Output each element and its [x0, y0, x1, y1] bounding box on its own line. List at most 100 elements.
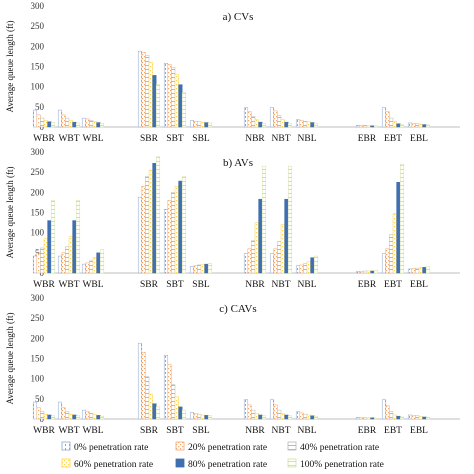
bar-ebr-series-6 — [373, 417, 379, 420]
bar-sbt-series-5 — [178, 180, 183, 274]
bar-wbl-series-4 — [92, 121, 97, 128]
bar-wbr-series-6 — [50, 415, 56, 420]
bar-nbr-series-4 — [254, 119, 259, 128]
bar-ebt-series-4 — [392, 414, 397, 420]
bar-nbt-series-2 — [273, 110, 278, 128]
category-label: WBT — [58, 280, 79, 290]
bar-sbr-series-2 — [141, 52, 146, 128]
bar-nbt-series-3 — [277, 409, 282, 420]
bar-ebr-series-4 — [366, 125, 371, 128]
bar-wbt-series-2 — [61, 114, 66, 128]
legend-swatch — [61, 458, 71, 468]
bar-wbr-series-6 — [50, 122, 56, 128]
bar-ebt-series-2 — [385, 248, 390, 274]
category-label: EBT — [384, 134, 402, 144]
bar-sbl-series-2 — [193, 413, 198, 420]
panel-title: a) CVs — [223, 11, 254, 23]
bar-ebt-series-1 — [381, 399, 387, 420]
y-tick-label: 150 — [31, 208, 45, 218]
bar-wbt-series-3 — [65, 246, 70, 274]
legend-label: 0% penetration rate — [74, 443, 148, 453]
category-label: NBL — [298, 280, 317, 290]
bar-wbr-series-5 — [47, 220, 52, 274]
bar-nbt-series-1 — [269, 253, 275, 274]
bar-sbr-series-3 — [145, 54, 150, 128]
legend-swatch — [175, 441, 185, 451]
bar-ebr-series-4 — [366, 270, 371, 274]
bar-ebt-series-5 — [396, 182, 401, 274]
bar-wbr-series-3 — [40, 411, 45, 420]
bar-wbt-series-5 — [72, 121, 77, 128]
bar-wbr-series-2 — [36, 253, 41, 274]
bar-ebr-series-1 — [355, 125, 361, 128]
category-label: EBT — [384, 280, 402, 290]
bar-ebl-series-4 — [418, 416, 423, 420]
bar-sbr-series-4 — [148, 169, 153, 274]
bar-sbt-series-4 — [174, 186, 179, 274]
y-tick-label: 300 — [31, 293, 45, 303]
bar-sbl-series-5 — [204, 415, 209, 420]
bar-sbl-series-4 — [200, 264, 205, 274]
y-tick-label: 150 — [31, 62, 45, 72]
bar-ebr-series-2 — [359, 417, 364, 420]
bar-sbr-series-1 — [137, 342, 143, 420]
bar-nbl-series-3 — [303, 413, 308, 420]
y-tick-label: 200 — [31, 187, 45, 197]
bar-nbl-series-3 — [303, 263, 308, 274]
bar-sbl-series-6 — [207, 415, 213, 420]
category-label: WBR — [33, 280, 55, 290]
category-label: SBR — [140, 134, 159, 144]
category-label: EBR — [358, 426, 377, 436]
bar-wbl-series-5 — [96, 415, 101, 420]
bar-ebl-series-1 — [407, 268, 413, 274]
bar-sbr-series-6 — [155, 156, 161, 274]
legend-label: 100% penetration rate — [300, 460, 384, 470]
bar-wbl-series-5 — [96, 122, 101, 128]
bar-nbl-series-6 — [313, 415, 319, 420]
bar-sbl-series-6 — [207, 263, 213, 274]
bar-wbt-series-2 — [61, 252, 66, 274]
bar-nbl-series-4 — [306, 121, 311, 128]
bar-nbl-series-5 — [310, 122, 315, 128]
bar-nbr-series-2 — [247, 404, 252, 420]
bar-wbt-series-6 — [75, 122, 81, 128]
bar-sbl-series-1 — [189, 120, 195, 128]
bar-wbr-series-1 — [32, 255, 38, 274]
bar-sbr-series-5 — [152, 403, 157, 420]
bar-ebt-series-1 — [381, 253, 387, 274]
bar-nbr-series-4 — [254, 413, 259, 420]
category-label: NBR — [245, 280, 265, 290]
bar-wbt-series-4 — [68, 413, 73, 420]
bar-sbt-series-3 — [171, 384, 176, 420]
legend-swatch — [287, 441, 297, 451]
bar-sbr-series-1 — [137, 50, 143, 128]
panel-title: b) AVs — [223, 157, 253, 169]
bar-ebt-series-4 — [392, 213, 397, 274]
bar-ebt-series-6 — [399, 416, 405, 420]
bar-wbr-series-4 — [43, 413, 48, 420]
bar-nbt-series-5 — [284, 121, 289, 128]
bar-sbr-series-3 — [145, 376, 150, 420]
bar-sbt-series-6 — [181, 409, 187, 420]
bar-ebr-series-6 — [373, 125, 379, 128]
bar-wbl-series-2 — [85, 411, 90, 420]
bar-ebl-series-2 — [411, 268, 416, 274]
bar-sbl-series-3 — [197, 264, 202, 274]
bar-wbt-series-1 — [57, 255, 63, 274]
bar-wbt-series-2 — [61, 407, 66, 420]
bar-sbr-series-4 — [148, 62, 153, 128]
bar-ebl-series-6 — [425, 417, 431, 420]
bar-nbr-series-1 — [243, 107, 249, 128]
bar-nbl-series-4 — [306, 414, 311, 420]
bar-ebl-series-1 — [407, 414, 413, 420]
category-label: SBL — [192, 280, 210, 290]
category-label: NBT — [272, 134, 291, 144]
legend-label: 40% penetration rate — [300, 443, 379, 453]
bar-nbl-series-5 — [310, 257, 315, 274]
legend-item: 80% penetration rate — [175, 458, 267, 470]
category-label: EBL — [410, 426, 428, 436]
bar-wbt-series-5 — [72, 414, 77, 420]
bar-nbl-series-3 — [303, 121, 308, 128]
category-label: EBR — [358, 280, 377, 290]
bar-sbt-series-1 — [163, 355, 169, 420]
